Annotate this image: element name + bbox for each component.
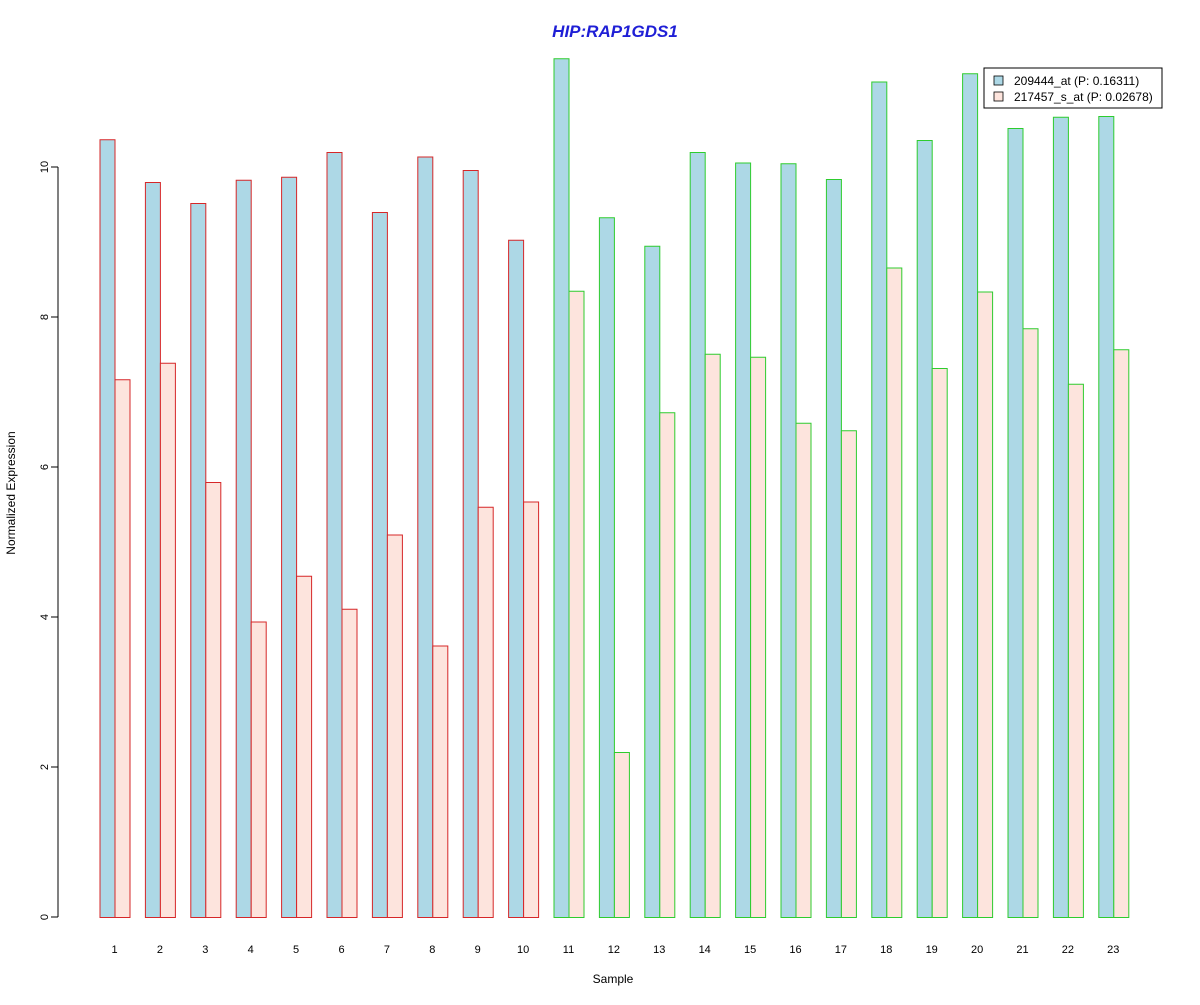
bar-sample-17-series-1 <box>825 179 842 918</box>
x-tick-label: 9 <box>475 944 481 956</box>
bar-sample-19-series-2 <box>931 368 948 918</box>
bar-sample-6-series-1 <box>326 152 343 918</box>
legend-box <box>983 67 1163 109</box>
bar-sample-7-series-2 <box>386 534 403 918</box>
legend: 209444_at (P: 0.16311) 217457_s_at (P: 0… <box>983 67 1163 109</box>
bar-sample-21-series-1 <box>1007 128 1024 918</box>
bar-sample-5-series-1 <box>281 176 298 918</box>
y-axis: 0 2 4 6 8 10 <box>39 161 59 920</box>
x-tick-label: 1 <box>111 944 117 956</box>
legend-swatch-series-1 <box>993 75 1004 86</box>
bar-sample-23-series-2 <box>1113 349 1130 918</box>
y-tick-label: 8 <box>39 314 51 320</box>
x-tick-label: 10 <box>517 944 529 956</box>
y-axis-label: Normalized Expression <box>4 431 18 554</box>
bar-sample-9-series-2 <box>477 506 494 918</box>
bar-sample-15-series-2 <box>750 356 767 918</box>
x-tick-label: 7 <box>384 944 390 956</box>
bar-sample-4-series-1 <box>235 179 252 918</box>
chart-title: HIP:RAP1GDS1 <box>552 22 678 41</box>
legend-label-series-2: 217457_s_at (P: 0.02678) <box>1014 90 1153 104</box>
bar-sample-14-series-1 <box>689 152 706 918</box>
x-tick-label: 8 <box>429 944 435 956</box>
x-tick-label: 15 <box>744 944 756 956</box>
bar-sample-22-series-2 <box>1067 383 1084 918</box>
x-tick-label: 12 <box>608 944 620 956</box>
x-tick-label: 4 <box>248 944 254 956</box>
bar-sample-11-series-1 <box>553 58 570 918</box>
y-tick-label: 10 <box>39 161 51 173</box>
bar-sample-16-series-2 <box>795 422 812 918</box>
bar-sample-5-series-2 <box>296 575 313 918</box>
bar-sample-8-series-1 <box>417 156 434 918</box>
x-tick-label: 23 <box>1107 944 1119 956</box>
bar-sample-2-series-1 <box>144 182 161 918</box>
x-tick-label: 20 <box>971 944 983 956</box>
bars <box>99 58 1130 918</box>
bar-sample-9-series-1 <box>462 170 479 918</box>
bar-sample-22-series-1 <box>1052 116 1069 918</box>
bar-sample-21-series-2 <box>1022 328 1039 918</box>
bar-sample-18-series-1 <box>871 81 888 918</box>
bar-sample-15-series-1 <box>735 162 752 918</box>
x-tick-label: 6 <box>338 944 344 956</box>
y-tick-label: 6 <box>39 464 51 470</box>
y-tick-label: 2 <box>39 764 51 770</box>
x-tick-labels: 1 2 3 4 5 6 7 8 9 10 11 12 13 14 15 16 17 18 19 20 21 22 23 <box>111 944 1119 956</box>
x-tick-label: 14 <box>699 944 711 956</box>
bar-sample-13-series-2 <box>659 412 676 918</box>
y-tick-label: 0 <box>39 914 51 920</box>
bar-sample-1-series-2 <box>114 379 131 918</box>
bar-sample-19-series-1 <box>916 140 933 918</box>
bar-sample-7-series-1 <box>371 212 388 918</box>
x-axis-label: Sample <box>593 972 634 986</box>
bar-sample-3-series-1 <box>190 203 207 918</box>
x-tick-label: 16 <box>789 944 801 956</box>
bar-sample-20-series-1 <box>962 73 979 918</box>
x-tick-label: 3 <box>202 944 208 956</box>
x-tick-label: 17 <box>835 944 847 956</box>
bar-sample-2-series-2 <box>159 362 176 918</box>
bar-sample-20-series-2 <box>977 291 994 918</box>
bar-sample-10-series-2 <box>523 501 540 918</box>
x-tick-label: 18 <box>880 944 892 956</box>
bar-sample-17-series-2 <box>840 430 857 918</box>
bar-sample-12-series-1 <box>598 217 615 918</box>
bar-sample-12-series-2 <box>613 752 630 918</box>
bar-sample-16-series-1 <box>780 163 797 918</box>
legend-swatch-series-2 <box>993 91 1004 102</box>
x-tick-label: 2 <box>157 944 163 956</box>
legend-label-series-1: 209444_at (P: 0.16311) <box>1014 74 1139 88</box>
bar-sample-14-series-2 <box>704 353 721 918</box>
bar-sample-1-series-1 <box>99 139 116 918</box>
bar-sample-4-series-2 <box>250 621 267 918</box>
bar-sample-10-series-1 <box>508 239 525 918</box>
bar-sample-3-series-2 <box>205 482 222 918</box>
bar-sample-23-series-1 <box>1098 116 1115 918</box>
x-tick-label: 22 <box>1062 944 1074 956</box>
bar-sample-11-series-2 <box>568 290 585 918</box>
bar-sample-6-series-2 <box>341 608 358 918</box>
y-tick-label: 4 <box>39 614 51 620</box>
bar-sample-18-series-2 <box>886 267 903 918</box>
x-tick-label: 5 <box>293 944 299 956</box>
x-tick-label: 21 <box>1016 944 1028 956</box>
x-tick-label: 11 <box>563 944 574 956</box>
bar-sample-13-series-1 <box>644 245 661 918</box>
x-tick-label: 13 <box>653 944 665 956</box>
x-tick-label: 19 <box>926 944 938 956</box>
bar-sample-8-series-2 <box>432 645 449 918</box>
